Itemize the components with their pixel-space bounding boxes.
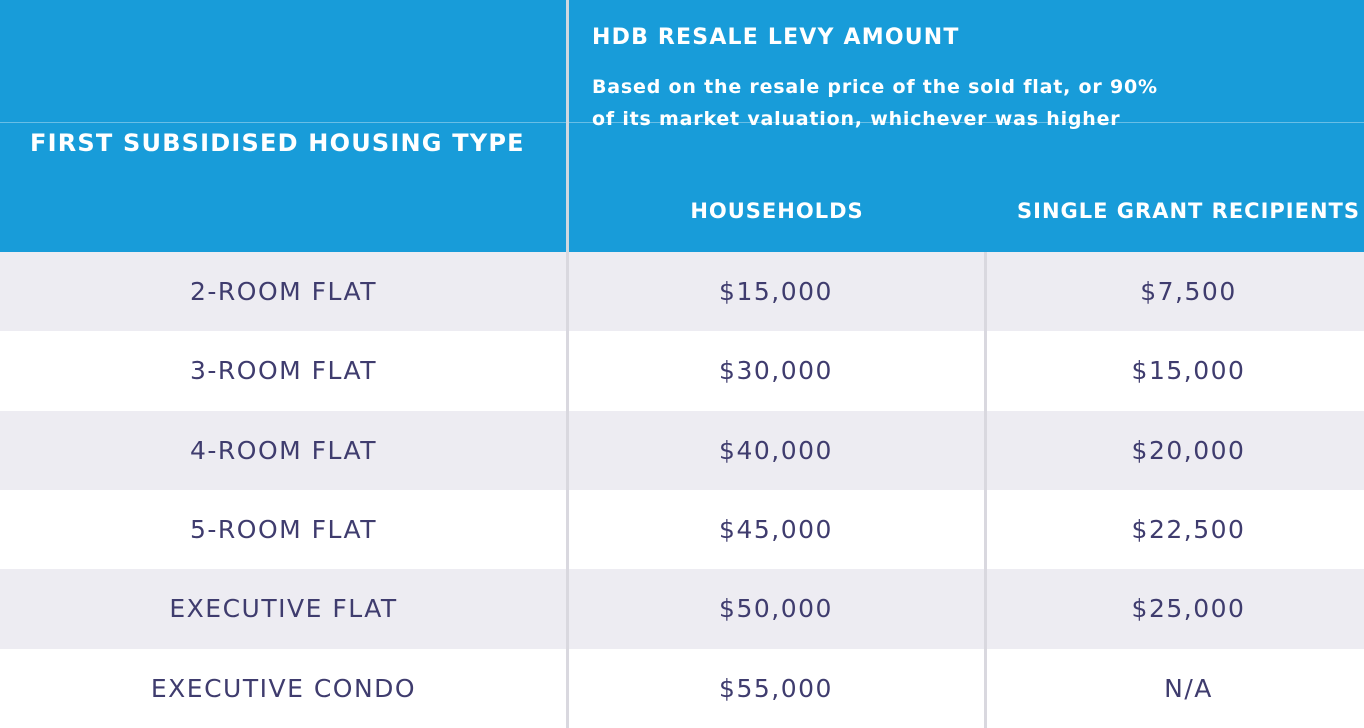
households-value: $30,000	[719, 356, 833, 386]
single-grant-value: $22,500	[1131, 515, 1246, 545]
table-title: HDB RESALE LEVY AMOUNT	[592, 25, 960, 50]
column-header-single-grant-recipients: SINGLE GRANT RECIPIENTS	[1017, 199, 1360, 223]
households-value: $40,000	[719, 435, 833, 465]
row-label: EXECUTIVE FLAT	[169, 594, 398, 624]
households-value: $45,000	[719, 515, 833, 545]
table-row: 3-ROOM FLAT $30,000 $15,000	[0, 331, 1364, 411]
table-subtitle: Based on the resale price of the sold fl…	[592, 71, 1158, 135]
row-label: 4-ROOM FLAT	[190, 435, 377, 465]
table-subtitle-line2: of its market valuation, whichever was h…	[592, 108, 1121, 130]
table-row: EXECUTIVE CONDO $55,000 N/A	[0, 648, 1364, 728]
households-value: $55,000	[719, 673, 833, 703]
row-label: 5-ROOM FLAT	[190, 515, 377, 545]
table-row: EXECUTIVE FLAT $50,000 $25,000	[0, 569, 1364, 649]
table-row: 4-ROOM FLAT $40,000 $20,000	[0, 410, 1364, 490]
table-body: 2-ROOM FLAT $15,000 $7,500 3-ROOM FLAT $…	[0, 252, 1364, 728]
single-grant-value: $15,000	[1131, 356, 1246, 386]
table-row: 2-ROOM FLAT $15,000 $7,500	[0, 252, 1364, 332]
table-row: 5-ROOM FLAT $45,000 $22,500	[0, 489, 1364, 570]
single-grant-value: $7,500	[1140, 277, 1237, 307]
sub-header-row: HOUSEHOLDS SINGLE GRANT RECIPIENTS	[569, 199, 1364, 223]
column-header-households: HOUSEHOLDS	[690, 199, 864, 223]
single-grant-value: $20,000	[1131, 435, 1246, 465]
single-grant-value: N/A	[1164, 673, 1213, 703]
row-label: 3-ROOM FLAT	[190, 356, 377, 386]
row-label: 2-ROOM FLAT	[190, 277, 377, 307]
table-header: FIRST SUBSIDISED HOUSING TYPE HDB RESALE…	[0, 0, 1364, 252]
column-divider	[566, 252, 569, 728]
row-label: EXECUTIVE CONDO	[150, 673, 417, 703]
table-subtitle-line1: Based on the resale price of the sold fl…	[592, 76, 1158, 98]
households-value: $15,000	[719, 277, 833, 307]
column-divider	[984, 252, 987, 728]
column-header-housing-type: FIRST SUBSIDISED HOUSING TYPE	[30, 129, 525, 157]
column-divider	[566, 0, 569, 252]
header-divider-line	[0, 122, 1364, 123]
single-grant-value: $25,000	[1131, 594, 1246, 624]
households-value: $50,000	[719, 594, 833, 624]
